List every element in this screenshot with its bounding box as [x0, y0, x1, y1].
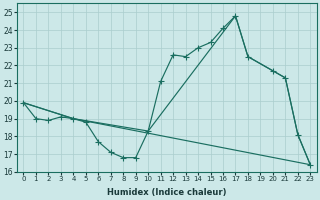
X-axis label: Humidex (Indice chaleur): Humidex (Indice chaleur) — [107, 188, 227, 197]
